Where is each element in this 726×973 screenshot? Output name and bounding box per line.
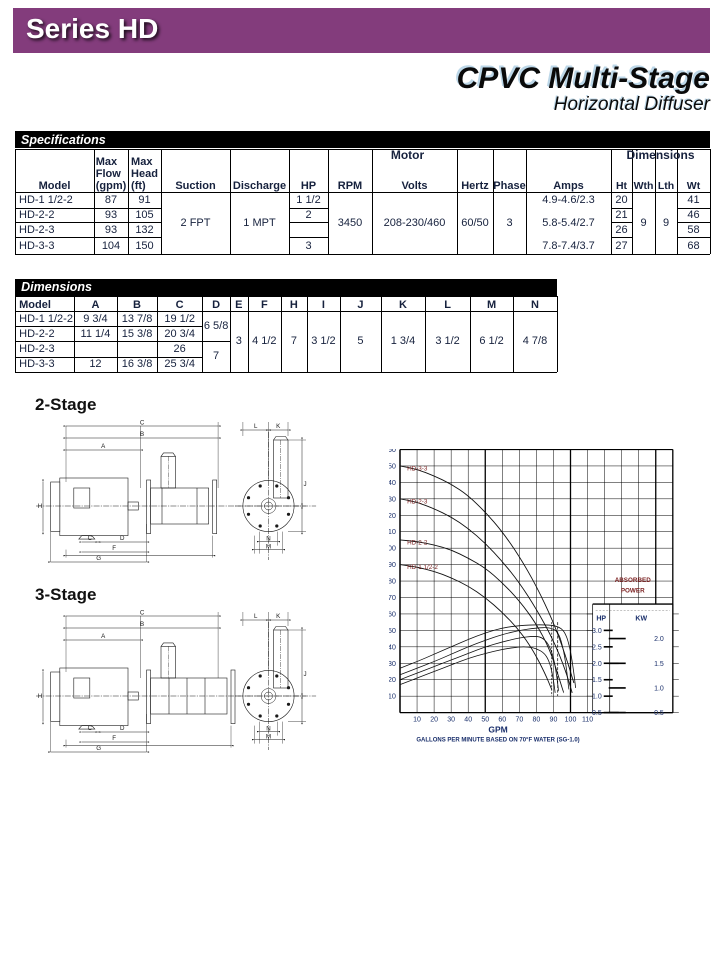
svg-text:A: A	[101, 633, 106, 640]
svg-text:70: 70	[389, 593, 396, 602]
svg-text:90: 90	[389, 560, 396, 569]
svg-text:HD-2-3: HD-2-3	[407, 498, 428, 505]
svg-text:H: H	[38, 503, 42, 510]
svg-text:M: M	[266, 544, 271, 551]
svg-text:40: 40	[464, 716, 472, 723]
svg-text:2.0: 2.0	[592, 660, 602, 667]
svg-text:D: D	[120, 535, 125, 542]
svg-text:1.5: 1.5	[592, 677, 602, 684]
svg-text:140: 140	[389, 477, 396, 486]
svg-text:2.0: 2.0	[654, 636, 664, 643]
svg-text:POWER: POWER	[621, 587, 645, 594]
svg-text:90: 90	[550, 716, 558, 723]
svg-text:10: 10	[413, 716, 421, 723]
svg-text:H: H	[38, 693, 42, 700]
svg-text:130: 130	[389, 494, 396, 503]
svg-text:100: 100	[389, 543, 396, 552]
svg-text:D: D	[120, 725, 125, 732]
svg-text:HD-3-3: HD-3-3	[407, 465, 428, 472]
svg-text:HD-2-2: HD-2-2	[407, 539, 428, 546]
svg-text:A: A	[101, 443, 106, 450]
svg-text:30: 30	[389, 658, 396, 667]
svg-text:L: L	[254, 613, 258, 620]
svg-text:HD-1 1/2-2: HD-1 1/2-2	[407, 564, 438, 571]
svg-text:150: 150	[389, 461, 396, 470]
svg-text:50: 50	[481, 716, 489, 723]
svg-text:F: F	[112, 735, 116, 742]
svg-text:0.5: 0.5	[654, 710, 664, 717]
svg-text:110: 110	[582, 716, 593, 723]
svg-text:80: 80	[533, 716, 541, 723]
svg-text:L: L	[254, 423, 258, 430]
svg-text:F: F	[112, 545, 116, 552]
svg-text:100: 100	[565, 716, 577, 723]
svg-text:C: C	[88, 535, 93, 542]
svg-text:B: B	[140, 431, 144, 438]
svg-text:G: G	[96, 555, 101, 562]
svg-text:20: 20	[389, 675, 396, 684]
svg-text:N: N	[266, 536, 270, 543]
svg-text:1.5: 1.5	[654, 660, 664, 667]
svg-text:1.0: 1.0	[654, 685, 664, 692]
svg-text:C: C	[140, 610, 145, 617]
svg-text:50: 50	[389, 625, 396, 634]
svg-text:C: C	[88, 725, 93, 732]
svg-text:GPM: GPM	[488, 724, 507, 734]
svg-text:GALLONS PER MINUTE BASED ON 70: GALLONS PER MINUTE BASED ON 70°F WATER (…	[416, 737, 579, 743]
svg-text:KW: KW	[635, 615, 647, 622]
svg-text:120: 120	[389, 510, 396, 519]
svg-text:80: 80	[389, 576, 396, 585]
svg-text:J: J	[303, 671, 306, 678]
svg-text:K: K	[276, 613, 281, 620]
svg-text:ABSORBED: ABSORBED	[615, 576, 651, 583]
svg-text:M: M	[266, 734, 271, 741]
svg-text:3.0: 3.0	[592, 627, 602, 634]
svg-text:2.5: 2.5	[592, 644, 602, 651]
svg-text:10: 10	[389, 691, 396, 700]
svg-text:60: 60	[389, 609, 396, 618]
svg-text:HP: HP	[596, 615, 606, 622]
svg-text:40: 40	[389, 642, 396, 651]
svg-text:20: 20	[430, 716, 438, 723]
svg-text:160: 160	[389, 449, 396, 454]
svg-text:N: N	[266, 726, 270, 733]
svg-text:J: J	[303, 481, 306, 488]
svg-text:70: 70	[515, 716, 523, 723]
svg-text:B: B	[140, 621, 144, 628]
svg-text:K: K	[276, 423, 281, 430]
svg-text:C: C	[140, 420, 145, 427]
svg-text:30: 30	[447, 716, 455, 723]
svg-text:1.0: 1.0	[592, 693, 602, 700]
svg-text:0.5: 0.5	[592, 710, 602, 717]
svg-text:60: 60	[498, 716, 506, 723]
svg-text:110: 110	[389, 527, 396, 536]
svg-text:G: G	[96, 745, 101, 752]
